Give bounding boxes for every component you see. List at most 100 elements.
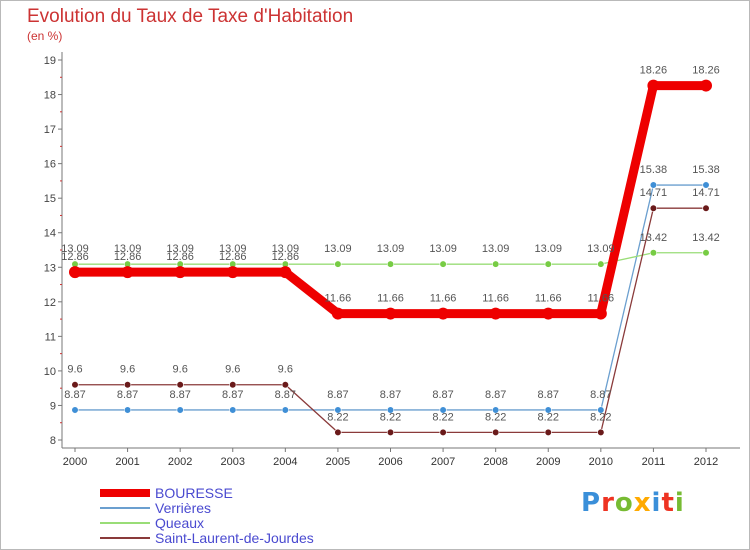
series-line-bouresse — [70, 81, 711, 319]
data-label-queaux: 13.09 — [534, 243, 562, 255]
data-point-queaux — [702, 249, 710, 257]
data-label-saint-laurent: 9.6 — [225, 364, 240, 376]
x-tick-label: 2007 — [431, 456, 455, 468]
chart-axes: 8 9 10 11 12 13 14 15 16 17 18 19 2000 2001 2002 2003 20… — [44, 52, 740, 468]
data-label-verrieres: 8.87 — [432, 389, 453, 401]
data-point-queaux — [649, 249, 658, 257]
data-point-saint-laurent — [649, 204, 658, 212]
data-point-bouresse — [384, 307, 397, 320]
x-tick-label: 2004 — [273, 456, 297, 468]
data-label-queaux: 13.42 — [692, 232, 720, 244]
y-tick-label: 15 — [44, 193, 56, 205]
data-label-saint-laurent: 14.71 — [640, 187, 668, 199]
data-point-verrieres — [229, 406, 237, 414]
data-label-verrieres: 8.87 — [590, 389, 611, 401]
data-label-bouresse: 12.86 — [114, 251, 142, 263]
data-label-bouresse: 11.66 — [482, 293, 509, 305]
chart-series — [69, 79, 712, 437]
y-tick-label: 19 — [44, 55, 56, 67]
data-label-saint-laurent: 9.6 — [173, 364, 188, 376]
legend-label-verrieres: Verrières — [155, 500, 212, 516]
data-point-verrieres — [597, 406, 605, 414]
data-point-saint-laurent — [123, 381, 132, 389]
x-tick-label: 2000 — [63, 456, 87, 468]
data-label-verrieres: 15.38 — [692, 164, 720, 176]
data-point-verrieres — [334, 406, 342, 414]
data-label-saint-laurent: 8.22 — [485, 411, 506, 423]
y-tick-label: 12 — [44, 297, 56, 309]
data-label-verrieres: 8.87 — [485, 389, 506, 401]
x-tick-label: 2006 — [378, 456, 402, 468]
data-label-queaux: 13.09 — [219, 243, 247, 255]
data-label-bouresse: 12.86 — [219, 251, 247, 263]
y-tick-label: 13 — [44, 262, 56, 274]
data-point-bouresse — [437, 307, 450, 320]
data-point-saint-laurent — [176, 381, 184, 389]
data-point-saint-laurent — [71, 381, 79, 389]
y-tick-label: 9 — [50, 400, 56, 412]
data-point-verrieres — [702, 181, 710, 189]
data-label-queaux: 13.09 — [324, 243, 352, 255]
x-tick-label: 2003 — [221, 456, 245, 468]
data-label-verrieres: 8.87 — [380, 389, 401, 401]
data-point-bouresse — [489, 307, 502, 320]
data-point-queaux — [386, 260, 395, 268]
data-label-queaux: 13.09 — [166, 243, 194, 255]
legend-item-queaux: Queaux — [100, 515, 400, 531]
y-tick-label: 16 — [44, 159, 56, 171]
data-label-bouresse: 11.66 — [325, 293, 352, 305]
data-point-bouresse — [594, 307, 607, 320]
chart-data-labels: 12.86 12.86 12.86 12.86 12.86 11.66 11.66 11.66… — [61, 65, 720, 424]
data-point-saint-laurent — [492, 428, 500, 437]
chart-title: Evolution du Taux de Taxe d'Habitation — [27, 6, 354, 27]
y-tick-label: 11 — [45, 331, 56, 343]
legend-swatch-queaux — [100, 522, 150, 524]
data-point-queaux — [334, 260, 342, 268]
data-label-bouresse: 11.66 — [535, 293, 562, 305]
x-tick-label: 2011 — [642, 456, 666, 468]
data-label-saint-laurent: 8.22 — [538, 411, 559, 423]
data-point-bouresse — [542, 307, 555, 320]
data-label-queaux: 13.09 — [61, 243, 89, 255]
data-label-queaux: 13.09 — [587, 243, 615, 255]
y-tick-label: 8 — [50, 435, 56, 447]
data-label-verrieres: 8.87 — [275, 389, 296, 401]
legend-swatch-saint-laurent — [100, 537, 150, 539]
data-point-verrieres — [123, 406, 132, 414]
data-point-saint-laurent — [334, 428, 342, 437]
legend-label-queaux: Queaux — [155, 515, 205, 531]
data-point-verrieres — [649, 181, 658, 189]
data-point-queaux — [544, 260, 552, 268]
data-label-saint-laurent: 8.22 — [380, 411, 401, 423]
y-tick-label: 18 — [44, 90, 56, 102]
data-point-verrieres — [176, 406, 184, 414]
data-label-queaux: 13.42 — [640, 232, 668, 244]
data-label-bouresse: 18.26 — [692, 65, 720, 77]
data-label-bouresse: 11.66 — [377, 293, 404, 305]
data-point-bouresse — [69, 266, 81, 279]
data-label-queaux: 13.09 — [482, 243, 510, 255]
x-tick-label: 2010 — [589, 456, 613, 468]
legend-item-bouresse: BOURESSE — [100, 485, 400, 501]
x-tick-label: 2009 — [536, 456, 560, 468]
data-point-saint-laurent — [597, 428, 605, 437]
data-label-verrieres: 8.87 — [327, 389, 348, 401]
x-tick-label: 2012 — [694, 456, 718, 468]
data-point-bouresse — [279, 266, 292, 279]
data-point-verrieres — [71, 406, 79, 414]
data-label-bouresse: 18.26 — [640, 65, 668, 77]
legend-item-verrieres: Verrières — [100, 500, 400, 516]
data-point-bouresse — [647, 79, 660, 92]
data-point-verrieres — [544, 406, 552, 414]
data-point-queaux — [492, 260, 500, 268]
data-point-queaux — [439, 260, 447, 268]
data-point-saint-laurent — [439, 428, 447, 437]
data-label-queaux: 13.09 — [377, 243, 405, 255]
x-tick-label: 2002 — [168, 456, 192, 468]
data-point-verrieres — [492, 406, 500, 414]
data-point-bouresse — [226, 266, 239, 279]
data-label-bouresse: 12.86 — [166, 251, 194, 263]
data-label-bouresse: 12.86 — [272, 251, 300, 263]
data-label-verrieres: 8.87 — [64, 389, 85, 401]
